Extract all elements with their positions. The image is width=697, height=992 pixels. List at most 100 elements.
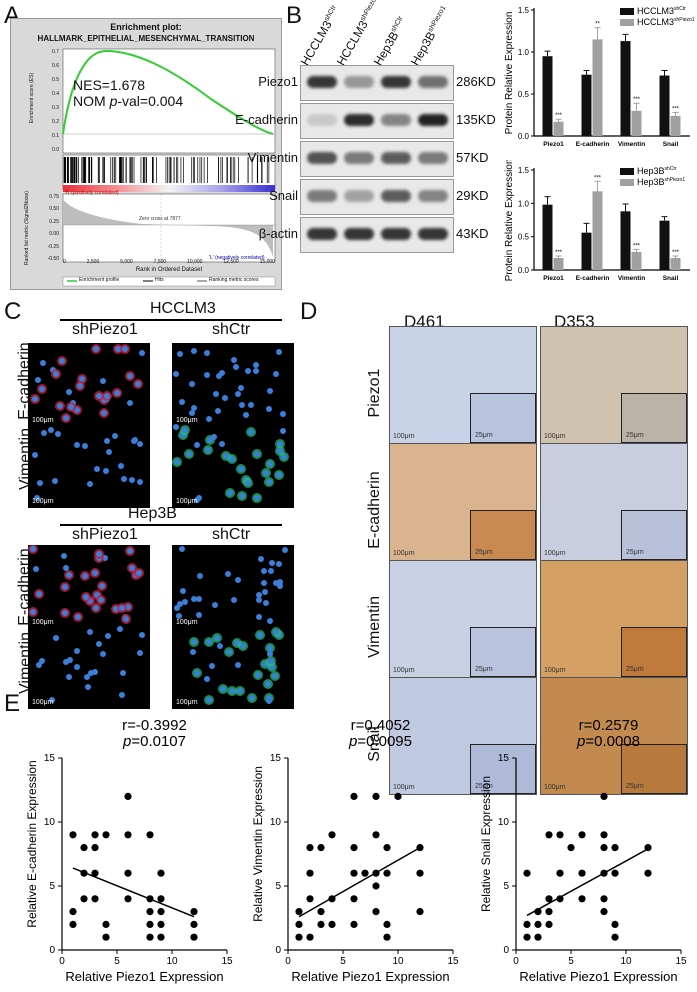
bar-category-label: Piezo1 bbox=[543, 275, 564, 282]
if-nucleus bbox=[213, 391, 220, 398]
gsea-nes: NES=1.678 bbox=[73, 77, 145, 93]
if-nucleus bbox=[272, 371, 279, 378]
ihc-image: 100μm 25μm bbox=[389, 677, 537, 795]
if-nucleus bbox=[62, 414, 69, 421]
if-nucleus bbox=[62, 584, 69, 591]
if-scale-bar: 100μm bbox=[32, 498, 54, 505]
gsea-yticks-top: 0.7 0.6 0.5 0.4 0.3 0.2 0.1 0.0 bbox=[52, 49, 59, 153]
if-nucleus bbox=[135, 570, 142, 577]
if-nucleus bbox=[73, 442, 80, 449]
if-nucleus bbox=[77, 383, 84, 390]
bar-category-label: Vimentin bbox=[618, 275, 645, 282]
if-nucleus bbox=[36, 590, 43, 597]
if-nucleus bbox=[179, 545, 186, 552]
scatter-point bbox=[80, 895, 88, 903]
if-nucleus bbox=[92, 345, 99, 352]
if-nucleus bbox=[138, 632, 145, 639]
scatter-y-tick-label: 0 bbox=[49, 945, 55, 956]
if-nucleus bbox=[240, 643, 247, 650]
if-nucleus bbox=[100, 409, 107, 416]
if-nucleus bbox=[103, 438, 110, 445]
ihc-scale-inset: 25μm bbox=[475, 432, 493, 439]
if-nucleus bbox=[244, 367, 251, 374]
if-nucleus bbox=[193, 442, 200, 449]
scatter-point bbox=[317, 844, 325, 852]
bar bbox=[659, 220, 670, 270]
if-nucleus bbox=[206, 436, 213, 443]
panel-label-b: B bbox=[286, 2, 303, 29]
if-nucleus bbox=[63, 658, 70, 665]
bar-category-label: Vimentin bbox=[618, 141, 645, 148]
scatter-point bbox=[600, 844, 608, 852]
if-nucleus bbox=[53, 634, 60, 641]
scatter-y-tick-label: 5 bbox=[275, 881, 281, 892]
ihc-scale-inset: 25μm bbox=[626, 783, 644, 790]
bar bbox=[620, 41, 631, 136]
western-band bbox=[418, 190, 448, 202]
ihc-inset: 25μm bbox=[470, 393, 536, 443]
bar-y-tick-label: 0.5 bbox=[518, 233, 530, 242]
scatter-point bbox=[91, 895, 99, 903]
scatter-point bbox=[545, 920, 553, 928]
if-nucleus bbox=[126, 548, 133, 555]
if-nucleus bbox=[86, 480, 93, 487]
scatter-x-tick-label: 15 bbox=[221, 956, 233, 967]
if-nucleus bbox=[203, 675, 210, 682]
if-nucleus bbox=[193, 670, 200, 677]
scatter-point bbox=[578, 869, 586, 877]
scatter-point bbox=[295, 933, 303, 941]
bar bbox=[581, 74, 592, 136]
if-nucleus bbox=[222, 395, 229, 402]
if-nucleus bbox=[173, 604, 180, 611]
bar-y-tick-label: 1.5 bbox=[518, 6, 530, 15]
if-nucleus bbox=[92, 569, 99, 576]
if-nucleus bbox=[253, 367, 260, 374]
if-nucleus bbox=[52, 478, 59, 485]
if-nucleus bbox=[216, 643, 223, 650]
if-nucleus bbox=[277, 582, 284, 589]
bar-legend-label: Hep3BshCtr bbox=[637, 166, 677, 176]
if-nucleus bbox=[73, 647, 80, 654]
scatter-p-value: p=0.0107 bbox=[122, 733, 186, 750]
if-nucleus bbox=[190, 638, 197, 645]
if-nucleus bbox=[239, 493, 246, 500]
scatter-point bbox=[350, 920, 358, 928]
scatter-point bbox=[611, 933, 619, 941]
if-nucleus bbox=[52, 370, 59, 377]
scatter-point bbox=[383, 933, 391, 941]
if-nucleus bbox=[219, 369, 226, 376]
scatter-point bbox=[416, 844, 424, 852]
if-nucleus bbox=[137, 650, 144, 657]
scatter-r-value: r=0.4052 bbox=[351, 717, 411, 734]
scatter-x-tick-label: 10 bbox=[166, 956, 178, 967]
scatter-point bbox=[124, 895, 132, 903]
scatter-y-tick-label: 5 bbox=[503, 881, 509, 892]
lane-base: HCCLM3 bbox=[297, 18, 335, 68]
scatter-point bbox=[567, 844, 575, 852]
if-nucleus bbox=[127, 399, 134, 406]
if-nucleus bbox=[268, 559, 275, 566]
if-nucleus bbox=[256, 632, 263, 639]
scatter-point bbox=[644, 869, 652, 877]
if-nucleus bbox=[175, 613, 182, 620]
lane-sup: shPiezo1 bbox=[359, 0, 380, 23]
if-nucleus bbox=[225, 570, 232, 577]
scatter-x-axis-label: Relative Piezo1 Expression bbox=[65, 969, 223, 984]
lane-sup: shCtr bbox=[323, 4, 338, 23]
if-nucleus bbox=[121, 345, 128, 352]
scatter-vimentin: 0 5 10 15 0 5 10 15 Relative Piezo1 Expression Re… bbox=[251, 717, 459, 984]
if-nucleus bbox=[49, 697, 56, 704]
if-nucleus bbox=[65, 388, 72, 395]
if-nucleus bbox=[130, 438, 137, 445]
if-nucleus bbox=[83, 673, 90, 680]
if-nucleus bbox=[257, 556, 264, 563]
scatter-point bbox=[372, 908, 380, 916]
western-band bbox=[344, 152, 374, 164]
if-nucleus bbox=[31, 396, 38, 403]
scatter-point bbox=[523, 933, 531, 941]
if-nucleus bbox=[254, 671, 261, 678]
scatter-point bbox=[350, 869, 358, 877]
western-protein-label: E-cadherin bbox=[235, 112, 298, 127]
gsea-svg bbox=[62, 48, 276, 287]
scatter-fit-line bbox=[298, 846, 421, 918]
